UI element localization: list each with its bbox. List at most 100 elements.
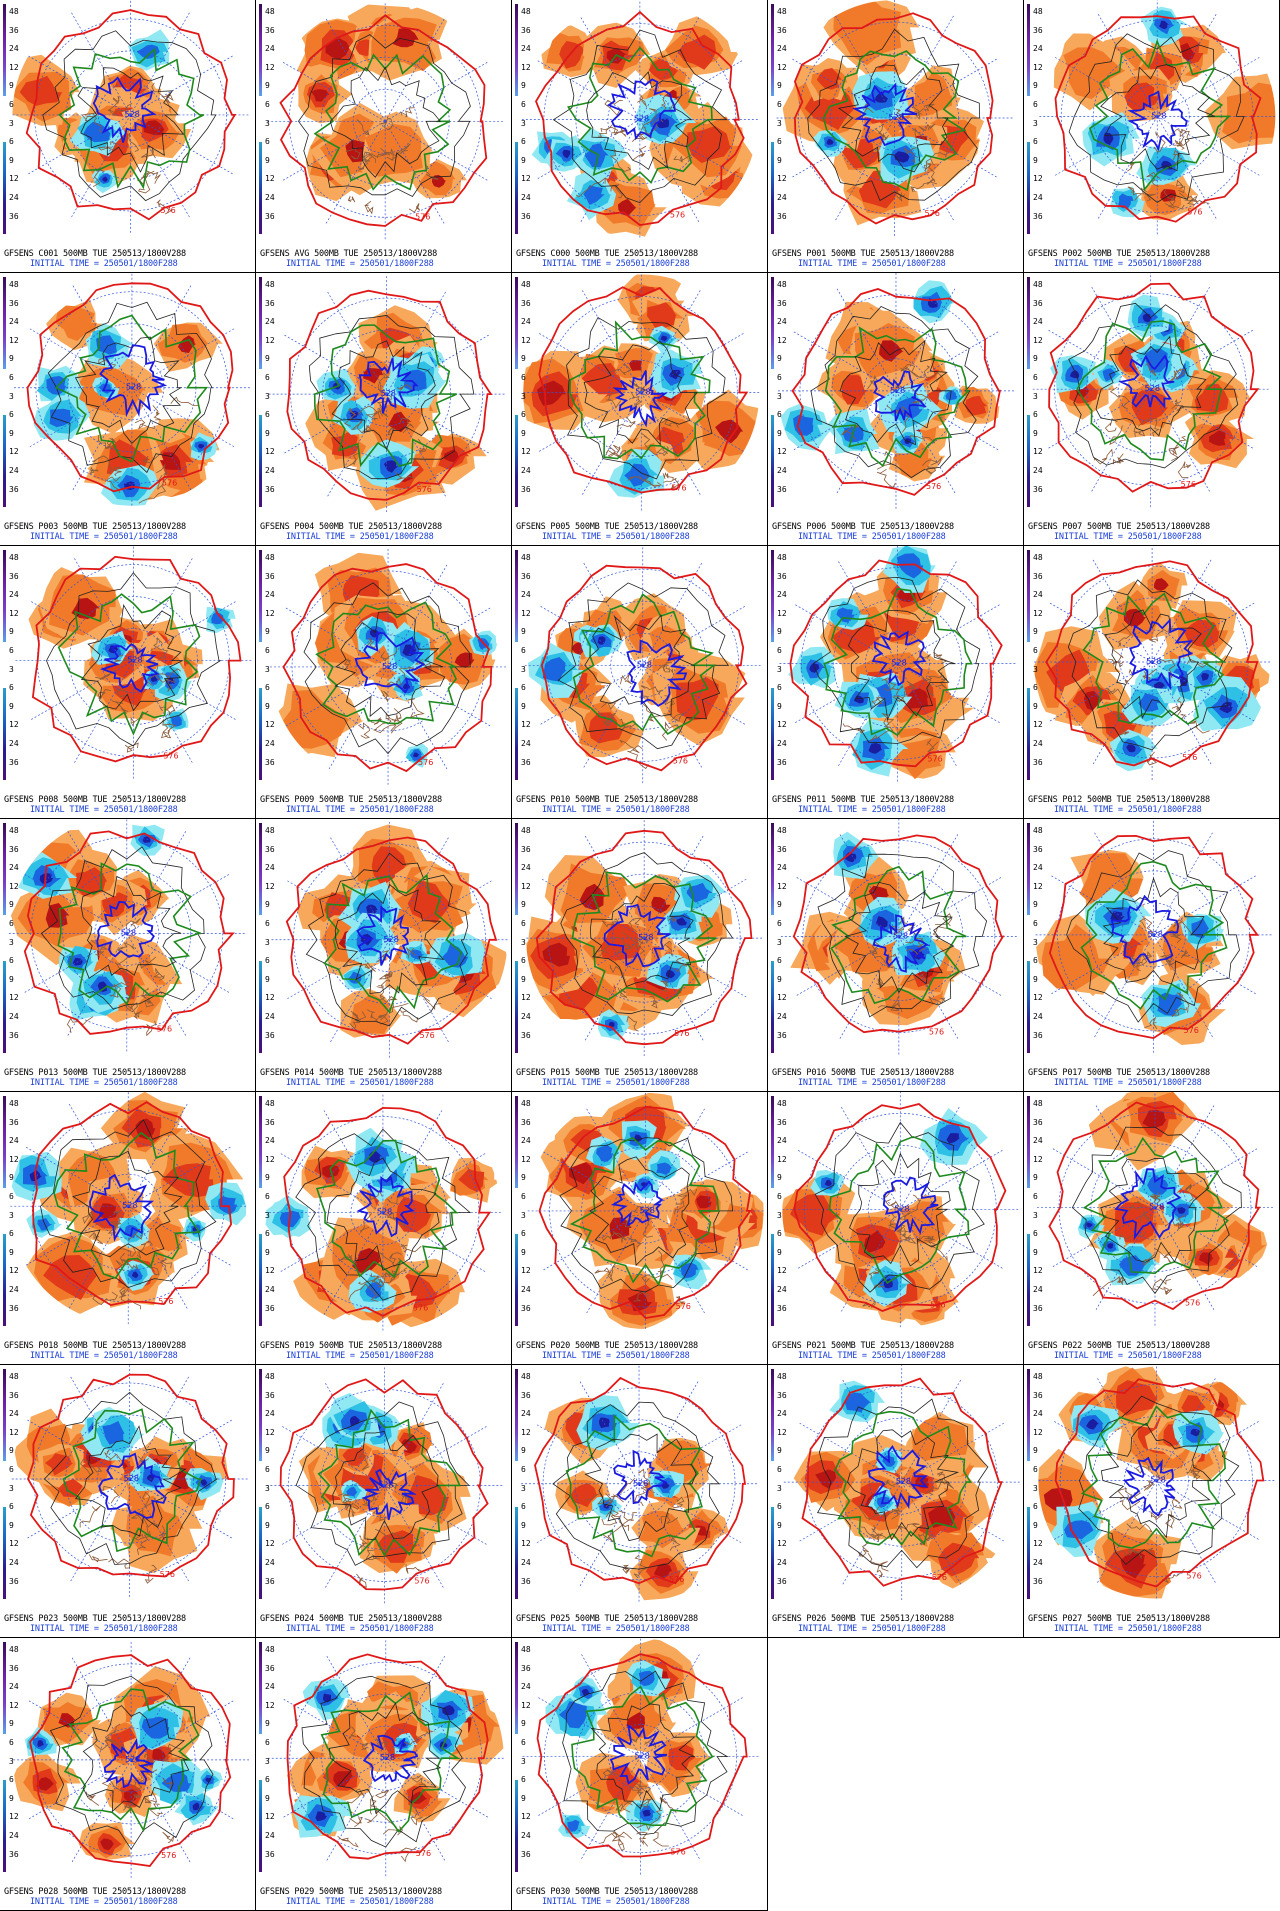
scale-tick: 12	[9, 335, 19, 345]
scale-tick: 12	[1033, 720, 1043, 730]
scale-tick: 9	[777, 1446, 782, 1456]
scale-tick: 24	[1033, 1558, 1043, 1567]
scale-tick: 12	[1033, 447, 1043, 457]
scale-tick: 24	[265, 466, 275, 475]
anomaly-map: 576 528	[11, 1365, 248, 1598]
scale-tick: 48	[9, 1372, 19, 1381]
map-panel-p019: 576 528 48 36 24 12 9 6 3 6 9 12 24 36 GFSENS P019 500…	[256, 1092, 512, 1365]
contour-label-528: 528	[634, 1752, 649, 1761]
anomaly-map: 576 528	[271, 821, 508, 1058]
scale-tick: 36	[1033, 298, 1043, 308]
scale-tick: 36	[521, 1390, 531, 1400]
map-panel-c001: 576 528 48 36 24 12 9 6 3 6 9 12 24 36 GFSENS C001 500…	[0, 0, 256, 273]
anomaly-map: 576 528	[267, 1640, 504, 1877]
scale-tick: 24	[1033, 739, 1043, 748]
scale-tick: 24	[9, 1285, 19, 1294]
scale-tick: 9	[521, 1520, 526, 1530]
scale-tick: 36	[777, 844, 787, 854]
panel-initial-time: INITIAL TIME = 250501/1800F288	[798, 1078, 946, 1088]
scale-tick: 6	[265, 373, 270, 382]
scale-tick: 48	[777, 553, 787, 562]
scale-tick: 9	[777, 1520, 782, 1530]
scale-tick: 3	[9, 118, 14, 128]
scale-tick: 24	[9, 1012, 19, 1021]
scale-tick: 24	[1033, 863, 1043, 873]
contour-label-576: 576	[160, 206, 175, 215]
scale-tick: 9	[265, 81, 270, 91]
panel-initial-time: INITIAL TIME = 250501/1800F288	[1054, 1351, 1202, 1361]
scale-tick: 12	[9, 1266, 19, 1276]
scale-tick: 3	[777, 664, 782, 674]
anomaly-color-scale: 48 36 24 12 9 6 3 6 9 12 24 36	[515, 550, 535, 780]
panel-initial-time: INITIAL TIME = 250501/1800F288	[286, 1624, 434, 1634]
scale-tick: 36	[1033, 1030, 1043, 1040]
anomaly-map: 576 528	[780, 819, 1017, 1055]
map-panel-p013: 576 528 48 36 24 12 9 6 3 6 9 12 24 36 GFSENS P013 500…	[0, 819, 256, 1092]
scale-tick: 36	[1033, 1390, 1043, 1400]
scale-tick: 6	[265, 410, 270, 420]
contour-label-528: 528	[1145, 384, 1160, 393]
scale-tick: 3	[521, 937, 526, 947]
scale-tick: 36	[521, 844, 531, 854]
anomaly-map: 576 528	[1032, 273, 1269, 508]
contour-label-528: 528	[637, 660, 652, 669]
scale-tick: 36	[777, 1576, 787, 1586]
scale-tick: 36	[1033, 1303, 1043, 1313]
panel-title: GFSENS P004 500MB TUE 250513/1800V288	[260, 522, 442, 532]
panel-title: GFSENS P003 500MB TUE 250513/1800V288	[4, 522, 186, 532]
scale-tick: 24	[9, 1558, 19, 1567]
scale-tick: 6	[777, 1502, 782, 1512]
contour-label-528: 528	[127, 656, 142, 665]
scale-tick: 24	[521, 1285, 531, 1294]
anomaly-map: 576 528	[776, 0, 1013, 237]
scale-tick: 24	[9, 863, 19, 873]
scale-tick: 9	[265, 155, 270, 165]
contour-label-528: 528	[635, 387, 650, 396]
anomaly-color-scale: 48 36 24 12 9 6 3 6 9 12 24 36	[771, 4, 791, 234]
anomaly-color-scale: 48 36 24 12 9 6 3 6 9 12 24 36	[515, 4, 535, 234]
scale-tick: 12	[9, 881, 19, 891]
map-panel-c000: 576 528 48 36 24 12 9 6 3 6 9 12 24 36 GFSENS C000 500…	[512, 0, 768, 273]
map-panel-p023: 576 528 48 36 24 12 9 6 3 6 9 12 24 36 GFSENS P023 500…	[0, 1365, 256, 1638]
scale-tick: 24	[777, 863, 787, 873]
anomaly-color-scale: 48 36 24 12 9 6 3 6 9 12 24 36	[3, 277, 23, 507]
scale-tick: 9	[521, 627, 526, 637]
scale-tick: 12	[9, 608, 19, 618]
scale-tick: 6	[521, 956, 526, 966]
scale-tick: 6	[521, 410, 526, 420]
contour-label-576: 576	[417, 485, 432, 494]
panel-title: GFSENS P024 500MB TUE 250513/1800V288	[260, 1614, 442, 1624]
scale-tick: 9	[9, 627, 14, 637]
map-panel-p021: 576 528 48 36 24 12 9 6 3 6 9 12 24 36 GFSENS P021 500…	[768, 1092, 1024, 1365]
contour-label-528: 528	[380, 1753, 395, 1762]
scale-tick: 12	[521, 1812, 531, 1822]
scale-tick: 24	[265, 44, 275, 54]
panel-initial-time: INITIAL TIME = 250501/1800F288	[30, 1078, 178, 1088]
scale-tick: 36	[1033, 211, 1043, 221]
scale-tick: 48	[521, 1645, 531, 1654]
scale-tick: 24	[265, 1409, 275, 1419]
contour-label-576: 576	[158, 1297, 173, 1306]
scale-tick: 24	[1033, 44, 1043, 54]
scale-tick: 6	[265, 919, 270, 928]
scale-tick: 3	[265, 664, 270, 674]
scale-tick: 9	[9, 1719, 14, 1729]
contour-label-528: 528	[124, 110, 139, 119]
panel-title: GFSENS P008 500MB TUE 250513/1800V288	[4, 795, 186, 805]
panel-title: GFSENS C001 500MB TUE 250513/1800V288	[4, 249, 186, 259]
panel-initial-time: INITIAL TIME = 250501/1800F288	[1054, 805, 1202, 815]
panel-initial-time: INITIAL TIME = 250501/1800F288	[286, 532, 434, 542]
anomaly-color-scale: 48 36 24 12 9 6 3 6 9 12 24 36	[1027, 823, 1047, 1053]
anomaly-map: 576 528	[783, 1365, 1020, 1601]
contour-label-576: 576	[926, 482, 941, 491]
scale-tick: 6	[1033, 100, 1038, 109]
anomaly-color-scale: 48 36 24 12 9 6 3 6 9 12 24 36	[515, 277, 535, 507]
anomaly-color-scale: 48 36 24 12 9 6 3 6 9 12 24 36	[259, 550, 279, 780]
scale-tick: 48	[777, 280, 787, 289]
scale-tick: 36	[521, 484, 531, 494]
scale-tick: 48	[9, 1645, 19, 1654]
scale-tick: 24	[777, 1136, 787, 1146]
scale-tick: 6	[1033, 683, 1038, 693]
scale-tick: 12	[265, 881, 275, 891]
scale-tick: 9	[521, 1793, 526, 1803]
